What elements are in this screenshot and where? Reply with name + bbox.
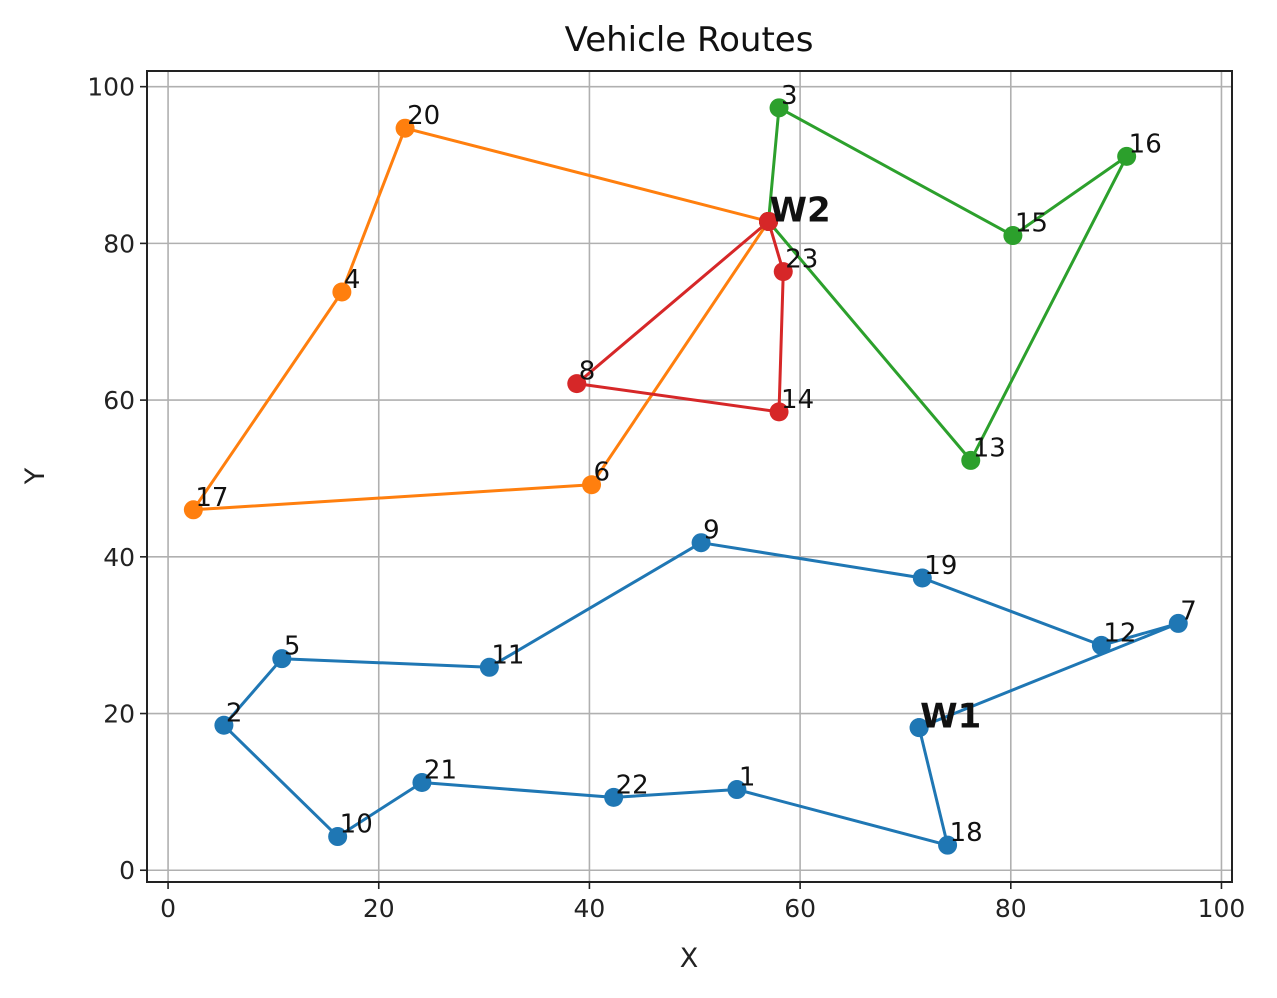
- stop-marker-19: [912, 568, 932, 588]
- stop-label: 2: [226, 698, 243, 728]
- x-tick-label: 80: [995, 894, 1027, 923]
- stop-label: 3: [781, 81, 798, 111]
- stop-label: 13: [973, 433, 1006, 463]
- stop-label: 23: [785, 245, 818, 275]
- plot-frame: [146, 70, 1233, 883]
- y-tick-label: 0: [119, 856, 135, 885]
- stop-marker-21: [412, 772, 432, 792]
- y-tick-label: 60: [103, 386, 135, 415]
- x-tick-label: 100: [1198, 894, 1246, 923]
- route-line-3: [767, 106, 1129, 462]
- stop-label: 17: [195, 483, 228, 513]
- stop-marker-15: [1003, 226, 1023, 246]
- depot-label: W1: [920, 697, 981, 737]
- stop-label: 9: [703, 516, 720, 546]
- depot-marker-W2: [759, 211, 779, 231]
- y-tick-label: 40: [103, 543, 135, 572]
- stop-marker-23: [773, 262, 793, 282]
- stop-marker-9: [691, 533, 711, 553]
- stop-label: 21: [424, 755, 457, 785]
- stop-label: 22: [616, 770, 649, 800]
- route-line-2: [191, 126, 770, 512]
- stop-label: 5: [284, 632, 301, 662]
- depot-label: W2: [770, 190, 831, 230]
- y-tick-label: 80: [103, 229, 135, 258]
- x-tick-label: 20: [363, 894, 395, 923]
- route-line-1: [222, 541, 1180, 847]
- stop-marker-18: [938, 835, 958, 855]
- stop-label: 4: [344, 265, 361, 295]
- stop-label: 14: [781, 385, 814, 415]
- stop-marker-16: [1117, 146, 1137, 166]
- stop-marker-11: [479, 657, 499, 677]
- x-tick-label: 0: [160, 894, 176, 923]
- stop-marker-10: [328, 827, 348, 847]
- stop-label: 16: [1129, 129, 1162, 159]
- stop-marker-3: [769, 98, 789, 118]
- stop-label: 11: [491, 640, 524, 670]
- stop-label: 7: [1180, 596, 1197, 626]
- stop-label: 10: [340, 810, 373, 840]
- stop-label: 18: [950, 818, 983, 848]
- stop-marker-5: [272, 649, 292, 669]
- stop-marker-4: [332, 282, 352, 302]
- stop-label: 6: [594, 458, 611, 488]
- grid: [147, 71, 1232, 882]
- stop-marker-17: [183, 500, 203, 520]
- stop-label: 19: [924, 551, 957, 581]
- stop-marker-13: [961, 450, 981, 470]
- stop-marker-12: [1091, 635, 1111, 655]
- y-tick-label: 20: [103, 700, 135, 729]
- stop-label: 15: [1015, 209, 1048, 239]
- stop-marker-6: [582, 475, 602, 495]
- stop-label: 12: [1103, 618, 1136, 648]
- stop-marker-1: [727, 780, 747, 800]
- stop-label: 8: [579, 357, 596, 387]
- stop-marker-20: [395, 118, 415, 138]
- chart-title: Vehicle Routes: [565, 20, 814, 60]
- y-axis-label: Y: [20, 467, 51, 485]
- route-line-4: [575, 220, 785, 414]
- x-tick-label: 40: [574, 894, 606, 923]
- route-markers: [183, 98, 1188, 855]
- stop-marker-14: [769, 402, 789, 422]
- stop-marker-8: [567, 374, 587, 394]
- stop-marker-2: [214, 715, 234, 735]
- stop-label: 20: [407, 101, 440, 131]
- stop-marker-22: [604, 787, 624, 807]
- x-axis-label: X: [680, 943, 699, 974]
- y-tick-label: 100: [87, 73, 135, 102]
- stop-label: 1: [739, 763, 756, 793]
- x-tick-label: 60: [784, 894, 816, 923]
- stop-marker-7: [1168, 613, 1188, 633]
- axis-ticks: 0 20 40 60 80 100 0 20 40 60 80 100: [87, 73, 1245, 923]
- depot-marker-W1: [909, 718, 929, 738]
